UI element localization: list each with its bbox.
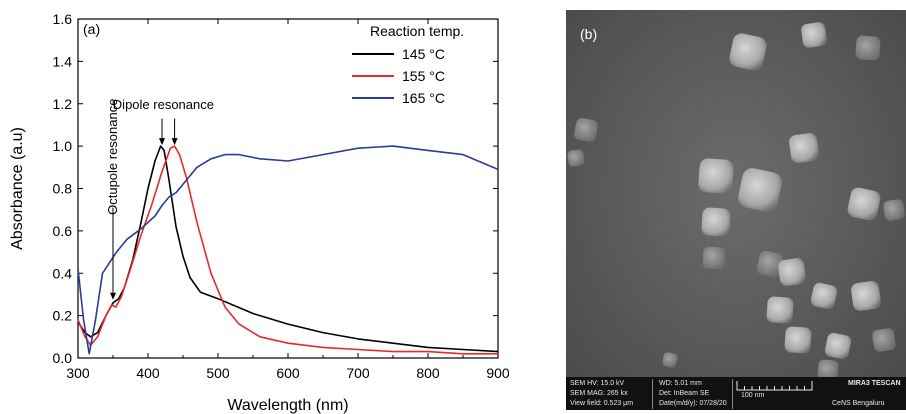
y-tick-label: 0.6: [53, 223, 73, 239]
x-tick-label: 700: [346, 365, 370, 381]
sem-scale-bar: [736, 381, 813, 391]
nanocube-particle: [784, 326, 812, 354]
sem-micrograph-panel: (b) SEM HV: 15.0 kV SEM MAG: 265 kx View…: [566, 10, 906, 410]
sem-info-bar: SEM HV: 15.0 kV SEM MAG: 265 kx View fie…: [566, 377, 906, 410]
nanocube-particle: [766, 296, 794, 324]
nanocube-particle: [778, 258, 806, 286]
nanocube-particle: [698, 158, 734, 194]
x-tick-label: 600: [276, 365, 300, 381]
nanocube-particle: [729, 33, 767, 71]
x-tick-label: 300: [66, 365, 90, 381]
octupole-arrow-head: [110, 292, 116, 300]
nanocube-particle: [851, 281, 881, 311]
sem-wd: WD: 5.01 mm: [659, 380, 702, 387]
series-line-1: [77, 145, 499, 353]
nanocube-particle: [702, 246, 726, 270]
octupole-annotation-label: Octupole resonance: [105, 99, 120, 215]
sem-separator: [652, 379, 653, 409]
y-tick-label: 0.2: [53, 308, 73, 324]
sem-brand: MIRA3 TESCAN: [848, 380, 901, 387]
sem-hv: SEM HV: 15.0 kV: [570, 380, 625, 387]
sem-separator: [732, 379, 733, 409]
x-tick-label: 800: [416, 365, 440, 381]
sem-view-field: View field: 0.523 μm: [570, 400, 634, 407]
nanocube-particle: [824, 332, 852, 360]
dipole-arrow-head: [171, 138, 178, 146]
legend-entry-label: 155 °C: [402, 68, 445, 84]
y-tick-label: 1.0: [53, 138, 73, 154]
nanocube-particle: [573, 117, 599, 143]
legend-entry-label: 145 °C: [402, 46, 445, 62]
sem-lab: CeNS Bengaluru: [832, 400, 885, 407]
sem-date: Date(m/d/y): 07/28/20: [659, 400, 727, 407]
y-tick-label: 1.4: [53, 53, 73, 69]
x-tick-label: 900: [486, 365, 510, 381]
series-line-3: [77, 145, 499, 355]
legend-entry-label: 165 °C: [402, 90, 445, 106]
absorbance-chart: 300 400 500 600 700 800 900 0.0 0.2 0.4 0.6 0.8 1.0 1…: [9, 11, 510, 414]
dipole-annotation-label: Dipole resonance: [113, 97, 214, 112]
sem-scale-label: 100 nm: [741, 392, 765, 399]
x-tick-label: 400: [136, 365, 160, 381]
x-tick-label: 500: [206, 365, 230, 381]
panel-label: (a): [83, 21, 100, 37]
nanocube-particle: [847, 187, 881, 221]
absorbance-chart-panel: 300 400 500 600 700 800 900 0.0 0.2 0.4 0.6 0.8 1.0 1…: [9, 11, 510, 414]
nanocube-particle: [756, 250, 784, 278]
nanocube-particle: [817, 359, 839, 381]
y-axis-label: Absorbance (a.u): [9, 127, 26, 250]
nanocube-particle: [801, 22, 827, 48]
nanocube-particle: [883, 199, 905, 221]
nanocube-particle: [855, 35, 881, 61]
legend-title: Reaction temp.: [370, 23, 464, 39]
nanocube-particle: [738, 168, 782, 212]
nanocube-particle: [701, 207, 731, 237]
nanocube-particle: [662, 352, 678, 368]
y-tick-label: 1.6: [53, 11, 73, 27]
dipole-arrow-head: [159, 138, 165, 146]
nanocube-particle: [567, 149, 585, 167]
y-tick-label: 0.8: [53, 181, 73, 197]
y-tick-label: 1.2: [53, 96, 73, 112]
nanocube-particle: [789, 133, 819, 163]
y-tick-label: 0.0: [53, 350, 73, 366]
sem-micrograph-image: [566, 10, 906, 410]
nanocube-particle: [872, 328, 896, 352]
sem-mag: SEM MAG: 265 kx: [570, 390, 628, 397]
y-tick-label: 0.4: [53, 265, 73, 281]
sem-detector: Det: InBeam SE: [659, 390, 710, 397]
x-axis-label: Wavelength (nm): [227, 397, 348, 414]
sem-panel-label: (b): [580, 26, 598, 42]
nanocube-particle: [810, 282, 838, 310]
series-line-2: [77, 145, 498, 355]
